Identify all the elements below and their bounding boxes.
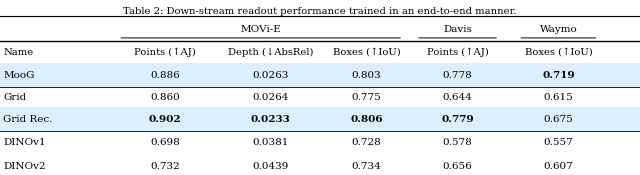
Text: 0.615: 0.615 — [543, 93, 573, 102]
Text: 0.0439: 0.0439 — [252, 162, 289, 171]
Text: Table 2: Down-stream readout performance trained in an end-to-end manner.: Table 2: Down-stream readout performance… — [124, 7, 516, 16]
Text: DINOv2: DINOv2 — [3, 162, 46, 171]
Text: 0.778: 0.778 — [443, 71, 472, 80]
Text: 0.732: 0.732 — [150, 162, 180, 171]
Text: Grid: Grid — [3, 93, 26, 102]
Text: 0.719: 0.719 — [542, 71, 575, 80]
Text: 0.860: 0.860 — [150, 93, 180, 102]
Text: 0.557: 0.557 — [543, 138, 573, 147]
Text: Grid Rec.: Grid Rec. — [3, 115, 52, 124]
Text: Waymo: Waymo — [540, 25, 577, 34]
Text: 0.0381: 0.0381 — [252, 138, 289, 147]
Text: Boxes (↑IoU): Boxes (↑IoU) — [333, 48, 400, 57]
Text: Points (↑AJ): Points (↑AJ) — [134, 48, 196, 57]
Text: 0.0263: 0.0263 — [252, 71, 289, 80]
Text: 0.0264: 0.0264 — [252, 93, 289, 102]
FancyBboxPatch shape — [0, 107, 640, 132]
Text: 0.656: 0.656 — [443, 162, 472, 171]
Text: 0.698: 0.698 — [150, 138, 180, 147]
Text: 0.644: 0.644 — [443, 93, 472, 102]
Text: 0.803: 0.803 — [351, 71, 381, 80]
Text: 0.779: 0.779 — [442, 115, 474, 124]
Text: 0.728: 0.728 — [351, 138, 381, 147]
Text: 0.886: 0.886 — [150, 71, 180, 80]
Text: MooG: MooG — [3, 71, 35, 80]
Text: 0.607: 0.607 — [543, 162, 573, 171]
Text: 0.734: 0.734 — [351, 162, 381, 171]
Text: MOVi-E: MOVi-E — [241, 25, 281, 34]
Text: 0.675: 0.675 — [543, 115, 573, 124]
Text: Name: Name — [3, 48, 33, 57]
Text: Depth (↓AbsRel): Depth (↓AbsRel) — [228, 48, 313, 57]
Text: 0.902: 0.902 — [148, 115, 181, 124]
Text: Davis: Davis — [443, 25, 472, 34]
FancyBboxPatch shape — [0, 64, 640, 88]
Text: Points (↑AJ): Points (↑AJ) — [427, 48, 488, 57]
Text: 0.806: 0.806 — [350, 115, 383, 124]
Text: 0.578: 0.578 — [443, 138, 472, 147]
Text: 0.0233: 0.0233 — [250, 115, 291, 124]
Text: DINOv1: DINOv1 — [3, 138, 46, 147]
Text: 0.775: 0.775 — [351, 93, 381, 102]
Text: Boxes (↑IoU): Boxes (↑IoU) — [525, 48, 592, 57]
